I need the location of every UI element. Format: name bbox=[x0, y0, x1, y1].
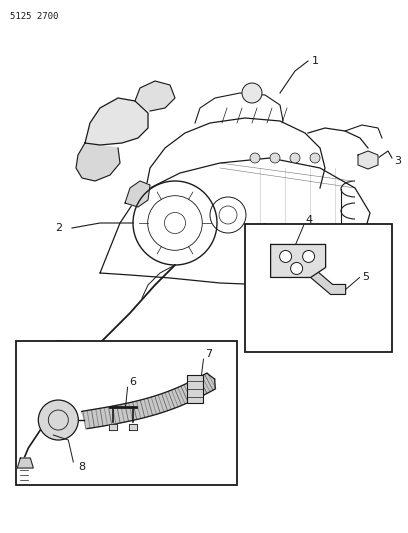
Polygon shape bbox=[82, 373, 215, 429]
Text: 1: 1 bbox=[312, 56, 319, 66]
Circle shape bbox=[250, 153, 260, 163]
Polygon shape bbox=[17, 458, 33, 468]
Bar bbox=[109, 424, 117, 430]
Polygon shape bbox=[271, 245, 326, 278]
Polygon shape bbox=[358, 151, 378, 169]
Polygon shape bbox=[125, 181, 150, 207]
Polygon shape bbox=[310, 272, 346, 294]
Text: 5125 2700: 5125 2700 bbox=[10, 12, 58, 21]
Polygon shape bbox=[76, 143, 120, 181]
Text: 7: 7 bbox=[206, 349, 213, 359]
Bar bbox=[16, 341, 237, 485]
Polygon shape bbox=[85, 98, 148, 145]
Circle shape bbox=[270, 153, 280, 163]
Text: 2: 2 bbox=[55, 223, 62, 233]
Circle shape bbox=[290, 262, 303, 274]
Circle shape bbox=[38, 400, 78, 440]
Bar bbox=[129, 424, 137, 430]
Text: 5: 5 bbox=[363, 272, 370, 282]
Text: 3: 3 bbox=[394, 156, 401, 166]
Circle shape bbox=[279, 251, 292, 262]
Circle shape bbox=[310, 153, 320, 163]
Text: 8: 8 bbox=[78, 462, 85, 472]
Text: 6: 6 bbox=[130, 377, 137, 387]
Bar bbox=[245, 224, 392, 352]
Circle shape bbox=[303, 251, 315, 262]
Circle shape bbox=[290, 153, 300, 163]
Circle shape bbox=[242, 83, 262, 103]
Polygon shape bbox=[135, 81, 175, 111]
Bar bbox=[187, 375, 204, 403]
Text: 4: 4 bbox=[306, 215, 313, 225]
